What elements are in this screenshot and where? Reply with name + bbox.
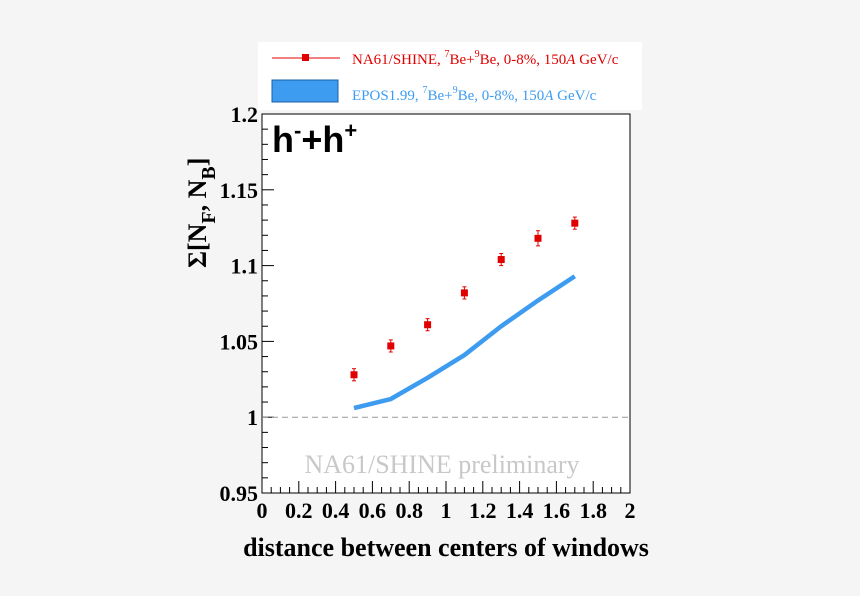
x-axis-title: distance between centers of windows <box>243 533 649 562</box>
x-axis-ticks: 0 0.2 0.4 0.6 0.8 1 1.2 1.4 1.6 1.8 2 <box>257 481 636 523</box>
x-tick-label: 1.2 <box>469 498 497 523</box>
x-tick-label: 0.8 <box>395 498 423 523</box>
particle-label: h-+h+ <box>272 118 357 160</box>
x-tick-label: 1.6 <box>543 498 571 523</box>
x-tick-label: 0.4 <box>322 498 350 523</box>
data-point <box>387 339 395 353</box>
data-point <box>571 216 579 230</box>
legend-entry-data: NA61/SHINE, 7Be+9Be, 0-8%, 150A GeV/c <box>272 49 619 68</box>
y-axis-title: Σ[NF, NB] <box>183 158 220 268</box>
data-point <box>534 230 542 247</box>
legend-model-label: EPOS1.99, 7Be+9Be, 0-8%, 150A GeV/c <box>352 85 597 104</box>
y-tick-label: 1.15 <box>220 178 259 203</box>
y-tick-label: 1.05 <box>220 329 259 354</box>
data-marker <box>497 256 505 264</box>
x-tick-label: 0 <box>257 498 268 523</box>
y-tick-label: 1.2 <box>231 102 259 127</box>
x-tick-label: 0.2 <box>285 498 313 523</box>
y-tick-label: 1.1 <box>231 254 259 279</box>
data-marker <box>460 289 468 297</box>
series-group <box>350 216 579 411</box>
y-tick-label: 1 <box>247 405 258 430</box>
legend-entry-model: EPOS1.99, 7Be+9Be, 0-8%, 150A GeV/c <box>271 79 597 104</box>
x-tick-label: 0.6 <box>359 498 387 523</box>
y-tick-label: 0.95 <box>220 481 259 506</box>
x-tick-label: 1 <box>441 498 452 523</box>
y-axis-ticks: 0.95 1 1.05 1.1 1.15 1.2 <box>220 102 274 506</box>
data-point <box>424 318 432 332</box>
data-marker <box>424 321 432 329</box>
data-point <box>350 368 358 382</box>
data-point <box>497 252 505 267</box>
legend-model-swatch <box>271 79 339 103</box>
x-tick-label: 1.8 <box>579 498 607 523</box>
legend-data-label: NA61/SHINE, 7Be+9Be, 0-8%, 150A GeV/c <box>352 49 619 68</box>
data-marker <box>571 219 579 227</box>
legend-data-marker <box>302 54 309 61</box>
x-tick-label: 2 <box>625 498 636 523</box>
model-band-line <box>353 274 577 411</box>
data-marker <box>534 234 542 242</box>
data-marker <box>350 371 358 379</box>
data-point <box>460 286 468 300</box>
x-tick-label: 1.4 <box>506 498 534 523</box>
data-marker <box>387 342 395 350</box>
plot-area <box>261 113 631 494</box>
watermark-text: NA61/SHINE preliminary <box>304 450 579 479</box>
